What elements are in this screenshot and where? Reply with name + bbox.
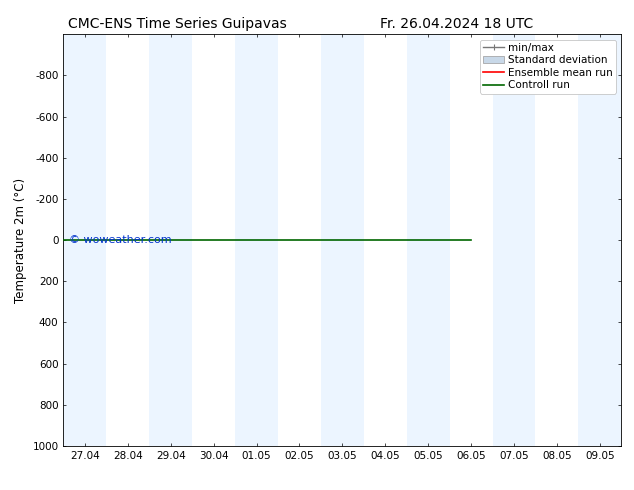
Text: CMC-ENS Time Series Guipavas: CMC-ENS Time Series Guipavas	[68, 17, 287, 31]
Bar	[493, 34, 536, 446]
Bar	[63, 34, 107, 446]
Bar	[321, 34, 364, 446]
Y-axis label: Temperature 2m (°C): Temperature 2m (°C)	[14, 177, 27, 303]
Legend: min/max, Standard deviation, Ensemble mean run, Controll run: min/max, Standard deviation, Ensemble me…	[480, 40, 616, 94]
Bar	[578, 34, 621, 446]
Text: Fr. 26.04.2024 18 UTC: Fr. 26.04.2024 18 UTC	[380, 17, 533, 31]
Bar	[235, 34, 278, 446]
Text: © woweather.com: © woweather.com	[69, 235, 172, 245]
Bar	[149, 34, 192, 446]
Bar	[407, 34, 450, 446]
